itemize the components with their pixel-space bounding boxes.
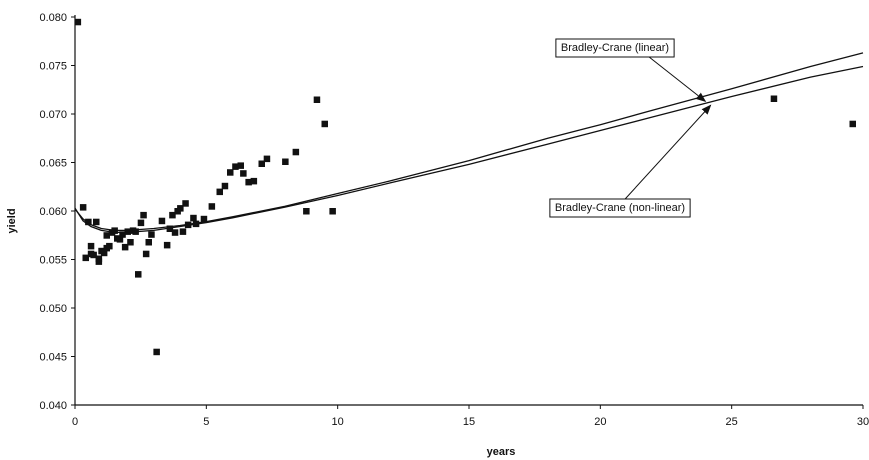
data-point bbox=[106, 242, 113, 250]
data-point bbox=[145, 239, 152, 246]
y-tick-label: 0.075 bbox=[39, 61, 67, 73]
data-point bbox=[171, 229, 179, 236]
x-tick-label: 30 bbox=[857, 416, 869, 428]
data-point bbox=[192, 220, 200, 228]
x-tick-label: 20 bbox=[594, 416, 606, 428]
data-point bbox=[282, 158, 289, 165]
data-point bbox=[124, 228, 131, 235]
annotation-non-linear: Bradley-Crane (non-linear) bbox=[549, 104, 712, 218]
annotation-box bbox=[549, 198, 691, 218]
data-point bbox=[240, 170, 247, 177]
data-point bbox=[82, 254, 89, 262]
annotation-label: Bradley-Crane (non-linear) bbox=[555, 202, 685, 214]
curve-bradley-crane-non-linear bbox=[74, 65, 864, 233]
data-point bbox=[200, 215, 208, 223]
data-point bbox=[166, 225, 174, 232]
data-point bbox=[85, 218, 92, 226]
y-axis-title: yield bbox=[6, 208, 18, 233]
data-point bbox=[93, 218, 100, 226]
data-point bbox=[321, 120, 328, 128]
data-point bbox=[121, 243, 129, 251]
data-point bbox=[127, 239, 134, 246]
data-point bbox=[292, 148, 300, 156]
data-point bbox=[137, 219, 145, 227]
x-tick-label: 5 bbox=[203, 416, 209, 428]
x-tick-label: 10 bbox=[332, 416, 344, 428]
x-tick-label: 0 bbox=[72, 416, 78, 428]
data-point bbox=[103, 232, 110, 239]
data-point bbox=[227, 169, 234, 176]
x-axis-title: years bbox=[487, 446, 516, 458]
data-point bbox=[232, 163, 239, 170]
data-point bbox=[95, 258, 103, 265]
data-point bbox=[329, 208, 336, 215]
data-point bbox=[74, 18, 82, 26]
y-tick-label: 0.070 bbox=[39, 109, 67, 121]
curve-bradley-crane-linear bbox=[74, 52, 864, 232]
y-tick-label: 0.050 bbox=[39, 303, 67, 315]
data-point bbox=[237, 162, 244, 169]
data-point bbox=[770, 95, 778, 102]
data-point bbox=[142, 250, 150, 258]
annotation-arrow bbox=[648, 56, 707, 103]
annotation-arrow bbox=[624, 104, 712, 200]
data-point bbox=[140, 211, 147, 219]
annotations: Bradley-Crane (linear) Bradley-Crane (non… bbox=[549, 38, 712, 218]
y-tick-label: 0.045 bbox=[39, 352, 67, 364]
data-point bbox=[163, 241, 171, 249]
data-point bbox=[179, 228, 187, 235]
data-points bbox=[74, 18, 856, 356]
data-point bbox=[119, 231, 126, 238]
data-point bbox=[116, 236, 124, 243]
data-point bbox=[111, 227, 118, 234]
data-point bbox=[313, 96, 321, 103]
data-point bbox=[100, 249, 108, 257]
y-tick-label: 0.065 bbox=[39, 158, 67, 170]
data-point bbox=[182, 200, 189, 207]
y-tick-label: 0.055 bbox=[39, 255, 67, 267]
y-tick-label: 0.060 bbox=[39, 206, 67, 218]
axes: 0.040 0.045 0.050 0.055 0.060 0.065 0.070 0.075… bbox=[6, 12, 869, 458]
fitted-curves bbox=[74, 52, 864, 233]
data-point bbox=[148, 231, 155, 238]
x-tick-label: 15 bbox=[463, 416, 475, 428]
x-tick-label: 25 bbox=[726, 416, 738, 428]
annotation-box bbox=[555, 38, 675, 58]
data-point bbox=[303, 208, 310, 215]
data-point bbox=[216, 188, 223, 196]
data-point bbox=[208, 203, 216, 210]
data-point bbox=[849, 120, 856, 128]
data-point bbox=[258, 160, 265, 167]
annotation-linear: Bradley-Crane (linear) bbox=[555, 38, 707, 103]
data-point bbox=[90, 251, 97, 259]
data-point bbox=[169, 211, 176, 219]
data-point bbox=[79, 204, 87, 211]
data-point bbox=[221, 182, 229, 190]
data-point bbox=[87, 242, 95, 250]
data-point bbox=[190, 214, 197, 222]
y-tick-label: 0.080 bbox=[39, 12, 67, 24]
data-point bbox=[135, 271, 142, 278]
data-point bbox=[153, 348, 160, 356]
y-tick-label: 0.040 bbox=[39, 400, 67, 412]
data-point bbox=[158, 217, 166, 225]
annotation-label: Bradley-Crane (linear) bbox=[561, 42, 669, 54]
data-point bbox=[132, 228, 139, 235]
data-point bbox=[263, 155, 271, 163]
data-point bbox=[184, 221, 192, 229]
data-point bbox=[245, 178, 252, 186]
data-point bbox=[177, 205, 184, 212]
data-point bbox=[250, 177, 258, 185]
